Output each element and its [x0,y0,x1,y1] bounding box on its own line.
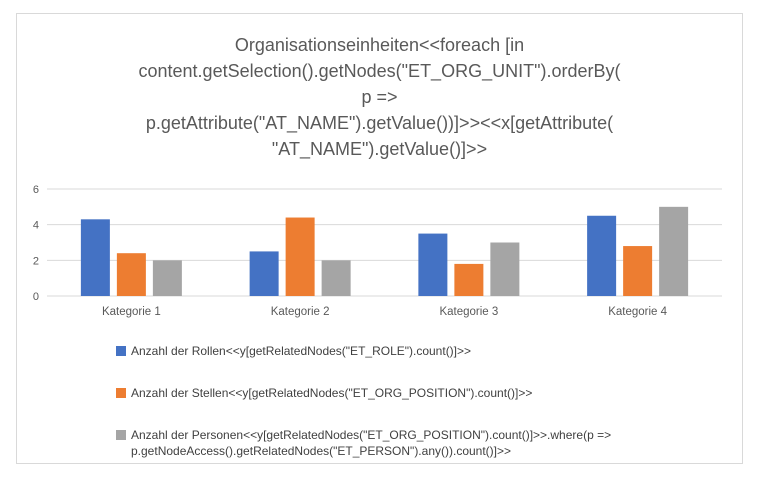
x-axis-category-label: Kategorie 1 [102,306,161,318]
legend-item-label: Anzahl der Stellen<<y[getRelatedNodes("E… [131,386,533,400]
y-axis-tick-label: 0 [33,291,39,303]
chart-title-line: p.getAttribute("AT_NAME").getValue())]>>… [145,113,614,133]
legend-swatch [116,346,126,356]
bar [623,246,653,296]
bar [321,260,351,296]
y-axis-tick-label: 4 [33,220,39,232]
y-axis-tick-label: 2 [33,255,39,267]
legend-item: Anzahl der Stellen<<y[getRelatedNodes("E… [116,385,716,401]
bar [418,233,448,296]
legend-item-label: Anzahl der Personen<<y[getRelatedNodes("… [131,428,612,458]
chart-title-line: Organisationseinheiten<<foreach [in [234,35,525,55]
legend-swatch [116,430,126,440]
legend-item: Anzahl der Rollen<<y[getRelatedNodes("ET… [116,343,716,359]
chart-title-line: content.getSelection().getNodes("ET_ORG_… [138,61,621,81]
bar [659,206,689,296]
legend-item-label: Anzahl der Rollen<<y[getRelatedNodes("ET… [131,344,472,358]
bar [152,260,182,296]
legend-swatch [116,388,126,398]
chart-title-line: "AT_NAME").getValue()]>> [271,139,488,159]
bar [80,219,110,296]
bar [285,217,315,296]
x-axis-category-label: Kategorie 2 [271,306,330,318]
bar [116,253,146,296]
chart-title-line: p => [361,87,398,107]
plot-area: 0 2 4 6 Kategorie 1 Kategorie 2 Kategorie 3 Kat… [33,184,722,318]
x-axis-category-label: Kategorie 3 [439,306,498,318]
bar [249,251,279,296]
bar [454,263,484,296]
bar [587,215,617,296]
x-axis-category-label: Kategorie 4 [608,306,667,318]
bar [490,242,520,296]
chart: Organisationseinheiten<<foreach [in conte… [16,13,743,464]
chart-title: Organisationseinheiten<<foreach [in conte… [17,32,742,162]
legend-item: Anzahl der Personen<<y[getRelatedNodes("… [116,427,716,459]
y-axis-tick-label: 6 [33,184,39,196]
legend: Anzahl der Rollen<<y[getRelatedNodes("ET… [116,343,716,463]
